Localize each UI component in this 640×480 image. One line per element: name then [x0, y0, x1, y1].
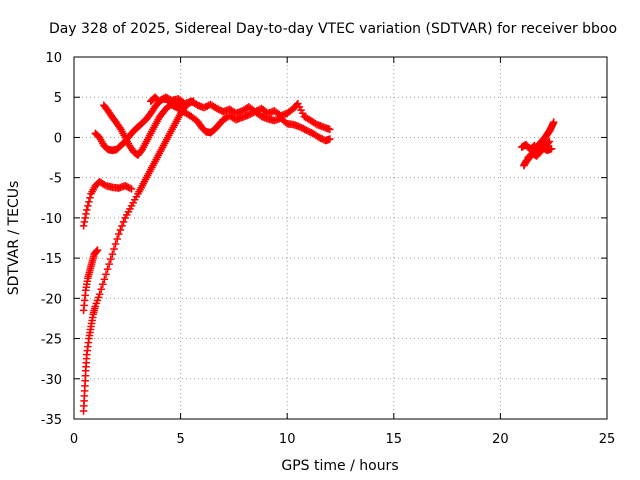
y-tick-label: 10	[45, 51, 62, 66]
series-track-3	[79, 177, 136, 230]
series-track-1	[79, 97, 198, 415]
y-axis-label: SDTVAR / TECUs	[6, 181, 22, 296]
data-point	[97, 285, 105, 294]
data-point	[79, 222, 88, 230]
data-point	[102, 270, 110, 278]
data-point	[105, 260, 113, 268]
data-point	[549, 118, 558, 126]
data-point	[326, 135, 334, 143]
axes: 0 5 10 15 20 25 -35 -30 -25 -20 -15 -10 -5 0 5 10	[41, 51, 616, 447]
data-point	[116, 226, 125, 234]
data-point	[84, 202, 92, 210]
x-tick-label: 5	[176, 432, 184, 447]
data-point	[93, 296, 102, 305]
y-tick-label: -20	[41, 292, 62, 307]
y-tick-label: -10	[41, 212, 62, 227]
series-track-2	[79, 246, 102, 315]
plot-frame	[73, 56, 608, 420]
data-point	[82, 210, 90, 218]
y-tick-label: -15	[41, 252, 62, 267]
data-point	[95, 290, 104, 299]
x-tick-label: 15	[386, 432, 403, 447]
x-axis-label: GPS time / hours	[281, 458, 398, 474]
data-point	[103, 265, 112, 273]
x-tick-label: 10	[279, 432, 296, 447]
y-tick-label: 0	[54, 131, 62, 146]
data-point	[119, 218, 128, 226]
data-point	[85, 198, 93, 206]
data-point	[547, 144, 556, 153]
data-point	[94, 293, 103, 302]
chart-title: Day 328 of 2025, Sidereal Day-to-day VTE…	[49, 21, 617, 37]
data-point	[91, 302, 100, 311]
data-point	[113, 235, 121, 243]
y-tick-label: -30	[41, 373, 62, 388]
data-point	[326, 125, 334, 134]
x-tick-label: 20	[492, 432, 509, 447]
x-tick-label: 25	[599, 432, 616, 447]
grid-lines	[74, 57, 607, 419]
x-tick-label: 0	[70, 432, 78, 447]
y-tick-label: 5	[54, 91, 62, 106]
data-point	[92, 247, 101, 255]
data-point	[118, 222, 126, 230]
data-point	[81, 214, 89, 222]
data-point	[127, 185, 136, 193]
series-track-7	[168, 101, 334, 145]
series-track-10	[524, 137, 554, 162]
data-point	[111, 240, 120, 248]
data-point	[545, 137, 554, 146]
data-point	[83, 206, 91, 214]
data-point	[99, 280, 107, 289]
data-point	[544, 138, 553, 147]
data-point	[86, 194, 94, 202]
series-track-5	[100, 99, 176, 159]
data-series	[79, 93, 558, 415]
data-point	[108, 250, 117, 258]
data-point	[93, 246, 102, 254]
data-point	[110, 245, 118, 253]
data-point	[92, 299, 101, 308]
data-point	[107, 255, 115, 263]
data-point	[100, 275, 109, 283]
y-tick-label: -5	[49, 172, 62, 187]
y-tick-label: -25	[41, 333, 62, 348]
y-tick-label: -35	[41, 413, 62, 428]
data-point	[80, 218, 89, 226]
data-point	[115, 230, 123, 238]
